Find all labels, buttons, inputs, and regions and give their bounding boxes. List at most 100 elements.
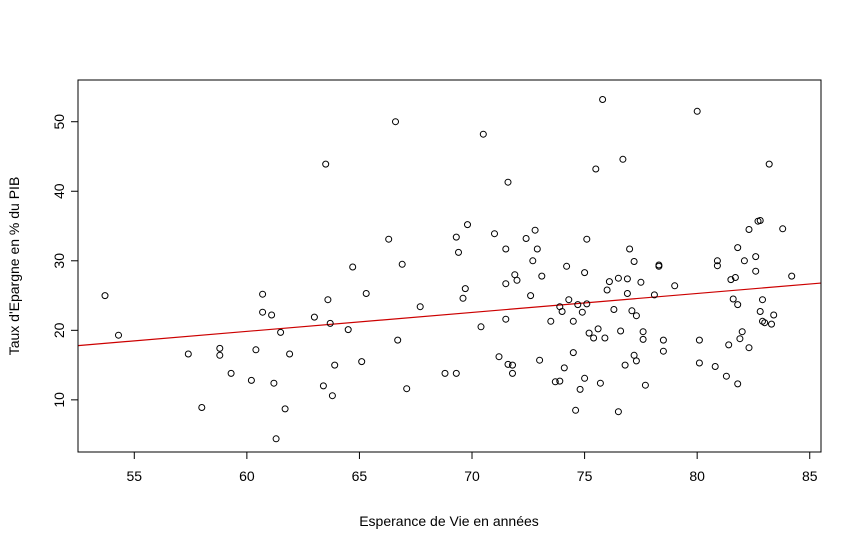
data-point bbox=[569, 349, 577, 357]
data-point bbox=[560, 364, 568, 372]
data-point bbox=[326, 319, 334, 327]
data-point bbox=[538, 272, 546, 280]
data-point bbox=[502, 280, 510, 288]
y-axis-title: Taux d'Epargne en % du PIB bbox=[6, 177, 22, 356]
x-tick-label: 85 bbox=[802, 468, 818, 484]
data-point bbox=[722, 372, 730, 380]
data-point bbox=[583, 235, 591, 243]
data-point bbox=[328, 392, 336, 400]
data-point bbox=[614, 408, 622, 416]
data-point bbox=[756, 217, 764, 224]
x-tick-label: 65 bbox=[352, 468, 368, 484]
data-point bbox=[596, 379, 604, 387]
x-tick-label: 60 bbox=[239, 468, 255, 484]
data-point bbox=[416, 303, 424, 311]
data-point bbox=[392, 118, 399, 126]
data-point bbox=[590, 334, 598, 342]
data-point bbox=[601, 334, 609, 342]
x-axis: 55 60 65 70 75 80 85 bbox=[126, 452, 818, 484]
data-point bbox=[115, 331, 122, 339]
data-point bbox=[759, 296, 766, 304]
data-point bbox=[736, 335, 744, 343]
y-tick-label: 50 bbox=[51, 114, 67, 130]
data-point bbox=[695, 359, 703, 367]
data-point bbox=[632, 312, 640, 320]
data-point bbox=[693, 107, 701, 115]
data-point bbox=[268, 311, 276, 319]
data-point bbox=[734, 244, 742, 252]
data-point bbox=[504, 360, 512, 368]
data-point bbox=[491, 230, 498, 238]
data-point bbox=[349, 263, 357, 271]
data-point bbox=[617, 327, 625, 335]
data-point bbox=[727, 276, 735, 284]
data-point bbox=[536, 356, 544, 364]
data-point bbox=[752, 267, 760, 275]
data-point bbox=[529, 257, 537, 265]
data-point bbox=[641, 381, 649, 389]
data-point bbox=[551, 378, 559, 386]
data-point bbox=[259, 308, 267, 316]
data-point bbox=[452, 369, 460, 377]
data-point bbox=[599, 96, 607, 103]
data-point bbox=[779, 225, 787, 233]
data-point bbox=[385, 235, 393, 243]
data-point bbox=[509, 369, 516, 377]
data-point bbox=[713, 262, 721, 270]
data-point bbox=[738, 328, 746, 336]
data-point bbox=[655, 261, 663, 269]
data-point bbox=[198, 404, 206, 411]
data-point bbox=[603, 286, 611, 294]
data-point bbox=[281, 405, 289, 413]
x-tick-label: 75 bbox=[577, 468, 593, 484]
data-point bbox=[745, 344, 753, 352]
data-point bbox=[623, 275, 631, 283]
data-point bbox=[765, 160, 773, 168]
data-point bbox=[502, 245, 510, 253]
data-point bbox=[628, 307, 636, 315]
data-point bbox=[502, 315, 510, 323]
data-point bbox=[558, 308, 566, 315]
data-point bbox=[286, 350, 294, 358]
data-point bbox=[310, 313, 318, 321]
data-point bbox=[770, 311, 778, 319]
data-point bbox=[322, 160, 330, 168]
data-point bbox=[504, 178, 512, 186]
x-tick-label: 80 bbox=[689, 468, 705, 484]
data-point bbox=[184, 350, 192, 358]
data-point bbox=[547, 317, 555, 325]
data-point bbox=[277, 328, 285, 336]
data-point bbox=[509, 361, 516, 369]
data-point bbox=[319, 382, 327, 390]
data-point bbox=[594, 325, 602, 333]
data-point bbox=[531, 226, 539, 234]
data-point bbox=[479, 130, 487, 138]
data-point bbox=[621, 361, 629, 369]
data-point bbox=[592, 165, 600, 173]
data-point bbox=[247, 376, 255, 384]
data-point bbox=[403, 385, 411, 393]
data-point bbox=[729, 295, 737, 303]
data-point bbox=[610, 306, 618, 313]
plot-frame bbox=[77, 79, 822, 453]
data-point bbox=[259, 290, 267, 298]
regression-layer bbox=[77, 282, 822, 347]
data-point bbox=[788, 272, 796, 280]
x-tick-label: 55 bbox=[126, 468, 142, 484]
data-point bbox=[362, 290, 370, 297]
data-point bbox=[565, 296, 573, 304]
data-point bbox=[740, 257, 748, 265]
data-point bbox=[569, 317, 577, 325]
data-point bbox=[576, 385, 584, 393]
y-tick-label: 40 bbox=[51, 183, 67, 199]
data-point bbox=[630, 351, 638, 359]
data-point bbox=[495, 353, 503, 361]
y-axis: 10 20 30 40 50 bbox=[51, 114, 78, 408]
data-point bbox=[227, 369, 235, 377]
data-point bbox=[578, 308, 586, 316]
data-point bbox=[513, 276, 521, 284]
regression-line bbox=[77, 282, 822, 347]
data-point bbox=[619, 155, 627, 163]
data-point bbox=[511, 271, 519, 279]
